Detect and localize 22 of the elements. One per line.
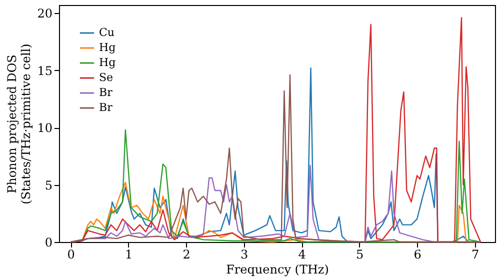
- x-tick-label: 4: [298, 248, 306, 262]
- legend-label: Hg: [99, 56, 116, 69]
- x-tick-label: 5: [356, 248, 364, 262]
- line-series: [70, 16, 482, 243]
- x-tick-label: 2: [182, 248, 190, 262]
- legend-label: Br: [99, 101, 114, 114]
- x-tick-label: 3: [240, 248, 248, 262]
- x-tick-label: 1: [124, 248, 133, 262]
- y-tick-label: 0: [44, 236, 52, 250]
- legend-label: Cu: [99, 26, 115, 39]
- legend-label: Br: [99, 86, 114, 99]
- x-tick-label: 7: [471, 248, 480, 262]
- x-axis-title: Frequency (THz): [226, 262, 329, 276]
- x-tick-label: 6: [414, 248, 422, 262]
- y-tick-label: 5: [44, 178, 52, 192]
- legend-label: Se: [99, 71, 114, 84]
- x-tick-label: 0: [67, 248, 75, 262]
- y-tick-label: 15: [37, 64, 52, 78]
- legend-label: Hg: [99, 41, 116, 54]
- y-axis-title: Phonon projected DOS (States/THz·primitive cell): [5, 44, 34, 204]
- y-tick-label: 20: [37, 6, 52, 21]
- y-tick-label: 10: [37, 121, 52, 136]
